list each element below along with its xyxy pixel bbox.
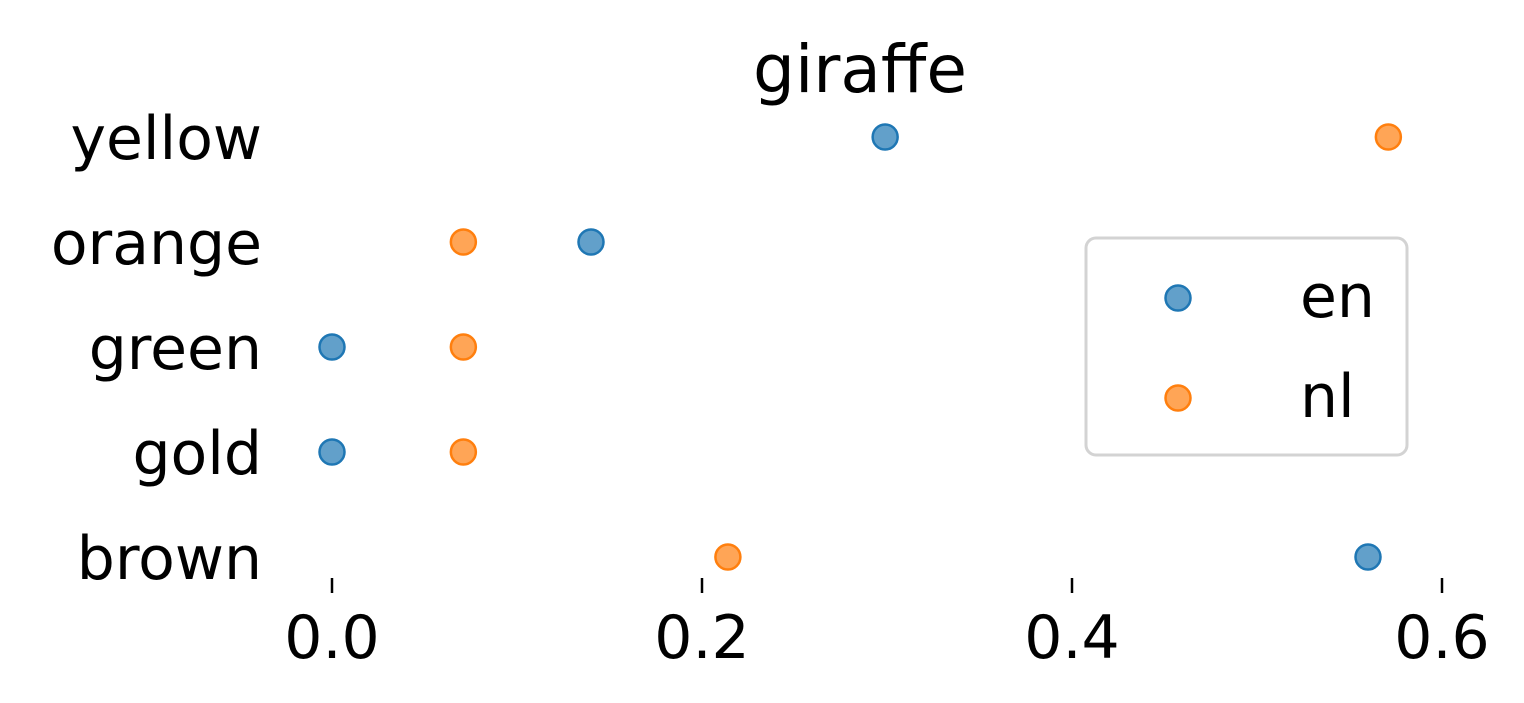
x-axis: 0.0 0.2 0.4 0.6 [284, 578, 1490, 673]
y-axis: yellow orange green gold brown [51, 104, 262, 594]
legend-marker-en [1164, 284, 1192, 312]
point-nl-yellow [1374, 123, 1403, 151]
point-en-brown [1354, 543, 1382, 571]
x-tick-label: 0.2 [654, 603, 749, 673]
x-tick-label: 0.0 [284, 603, 379, 673]
y-tick-label-orange: orange [51, 209, 262, 279]
point-nl-orange [449, 228, 478, 256]
x-tick-label: 0.6 [1394, 603, 1489, 673]
point-nl-brown [714, 543, 742, 571]
y-tick-label-yellow: yellow [70, 104, 262, 174]
legend-label-en: en [1300, 262, 1375, 332]
y-tick-label-green: green [89, 314, 262, 384]
legend-label-nl: nl [1300, 362, 1355, 432]
point-en-green [318, 333, 346, 361]
y-tick-label-gold: gold [132, 419, 262, 489]
point-en-yellow [871, 123, 899, 151]
point-en-orange [577, 228, 605, 256]
point-nl-green [449, 333, 478, 361]
legend-marker-nl [1164, 384, 1192, 412]
y-tick-label-brown: brown [77, 524, 262, 594]
point-en-gold [318, 438, 346, 466]
point-nl-gold [449, 438, 478, 466]
plot-area [318, 123, 1403, 571]
x-tick-label: 0.4 [1024, 603, 1119, 673]
legend: en nl [1084, 236, 1409, 457]
chart-title: giraffe [753, 31, 967, 108]
